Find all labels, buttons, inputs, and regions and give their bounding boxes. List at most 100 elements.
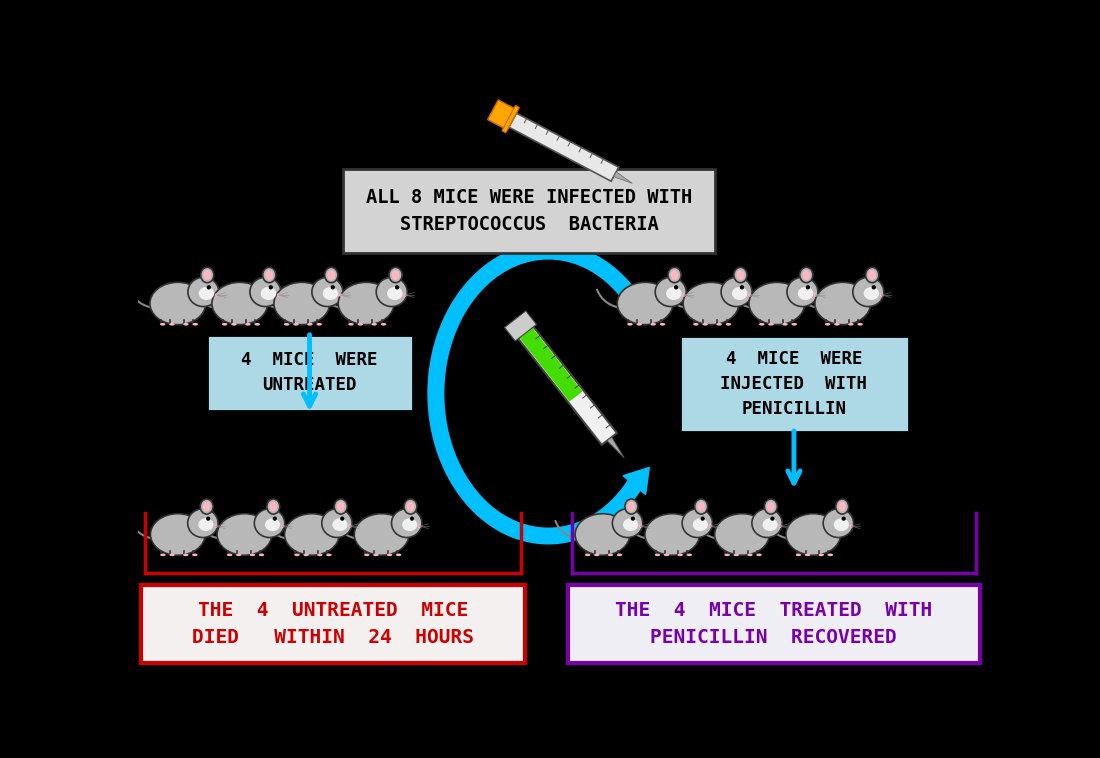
Ellipse shape bbox=[703, 323, 708, 326]
Ellipse shape bbox=[267, 499, 279, 514]
Ellipse shape bbox=[803, 270, 811, 280]
Circle shape bbox=[682, 293, 685, 296]
Ellipse shape bbox=[389, 268, 403, 283]
Ellipse shape bbox=[805, 553, 811, 556]
Polygon shape bbox=[487, 100, 518, 130]
Ellipse shape bbox=[183, 553, 188, 556]
Ellipse shape bbox=[192, 553, 198, 556]
Ellipse shape bbox=[254, 323, 260, 326]
Circle shape bbox=[273, 516, 277, 521]
Ellipse shape bbox=[650, 323, 656, 326]
Polygon shape bbox=[623, 468, 649, 494]
Polygon shape bbox=[509, 113, 618, 181]
Ellipse shape bbox=[392, 270, 399, 280]
Ellipse shape bbox=[254, 509, 285, 537]
Polygon shape bbox=[607, 437, 625, 458]
Ellipse shape bbox=[834, 323, 839, 326]
Ellipse shape bbox=[617, 282, 673, 324]
Ellipse shape bbox=[716, 323, 722, 326]
Ellipse shape bbox=[349, 323, 354, 326]
Ellipse shape bbox=[270, 502, 277, 512]
Ellipse shape bbox=[376, 277, 407, 306]
Ellipse shape bbox=[868, 270, 876, 280]
Text: 4  MICE  WERE
UNTREATED: 4 MICE WERE UNTREATED bbox=[241, 351, 377, 394]
Circle shape bbox=[214, 525, 218, 528]
Ellipse shape bbox=[623, 518, 638, 531]
Circle shape bbox=[206, 516, 210, 521]
Ellipse shape bbox=[628, 502, 635, 512]
Ellipse shape bbox=[354, 514, 409, 555]
Ellipse shape bbox=[387, 287, 403, 300]
Ellipse shape bbox=[585, 553, 591, 556]
Ellipse shape bbox=[608, 553, 613, 556]
Ellipse shape bbox=[656, 277, 686, 306]
Polygon shape bbox=[505, 311, 537, 341]
Ellipse shape bbox=[200, 268, 213, 283]
Ellipse shape bbox=[749, 282, 805, 324]
Circle shape bbox=[395, 285, 399, 290]
Ellipse shape bbox=[227, 553, 232, 556]
Ellipse shape bbox=[795, 553, 801, 556]
Ellipse shape bbox=[866, 268, 879, 283]
Ellipse shape bbox=[258, 553, 264, 556]
Ellipse shape bbox=[697, 502, 705, 512]
Ellipse shape bbox=[767, 502, 774, 512]
Polygon shape bbox=[614, 172, 632, 183]
Ellipse shape bbox=[304, 553, 309, 556]
Ellipse shape bbox=[726, 323, 732, 326]
Ellipse shape bbox=[231, 323, 236, 326]
Ellipse shape bbox=[786, 514, 840, 555]
Ellipse shape bbox=[732, 287, 747, 300]
Ellipse shape bbox=[762, 518, 778, 531]
FancyBboxPatch shape bbox=[142, 584, 525, 663]
Ellipse shape bbox=[261, 287, 276, 300]
Ellipse shape bbox=[836, 499, 848, 514]
Circle shape bbox=[805, 285, 810, 290]
Ellipse shape bbox=[161, 553, 166, 556]
Ellipse shape bbox=[695, 499, 707, 514]
Circle shape bbox=[842, 516, 846, 521]
Ellipse shape bbox=[725, 553, 729, 556]
Ellipse shape bbox=[834, 518, 849, 531]
Ellipse shape bbox=[364, 553, 370, 556]
Ellipse shape bbox=[407, 502, 415, 512]
Ellipse shape bbox=[373, 553, 378, 556]
Ellipse shape bbox=[169, 553, 175, 556]
Ellipse shape bbox=[265, 518, 280, 531]
Ellipse shape bbox=[613, 509, 642, 537]
Ellipse shape bbox=[245, 323, 251, 326]
Ellipse shape bbox=[392, 509, 422, 537]
Ellipse shape bbox=[594, 553, 600, 556]
Circle shape bbox=[207, 285, 211, 290]
Ellipse shape bbox=[334, 499, 348, 514]
Circle shape bbox=[740, 285, 745, 290]
Ellipse shape bbox=[387, 553, 393, 556]
Ellipse shape bbox=[668, 268, 681, 283]
Ellipse shape bbox=[682, 509, 713, 537]
Ellipse shape bbox=[752, 509, 782, 537]
Ellipse shape bbox=[307, 323, 312, 326]
Ellipse shape bbox=[825, 323, 830, 326]
Circle shape bbox=[339, 293, 342, 296]
Ellipse shape bbox=[782, 323, 788, 326]
Ellipse shape bbox=[295, 553, 299, 556]
Ellipse shape bbox=[199, 287, 214, 300]
Circle shape bbox=[349, 525, 352, 528]
Ellipse shape bbox=[332, 518, 348, 531]
Ellipse shape bbox=[274, 282, 330, 324]
Ellipse shape bbox=[637, 323, 642, 326]
Ellipse shape bbox=[645, 514, 700, 555]
Ellipse shape bbox=[151, 514, 205, 555]
Ellipse shape bbox=[627, 323, 632, 326]
Ellipse shape bbox=[212, 282, 267, 324]
Circle shape bbox=[331, 285, 335, 290]
Ellipse shape bbox=[184, 323, 189, 326]
Circle shape bbox=[277, 293, 280, 296]
Ellipse shape bbox=[660, 323, 666, 326]
Ellipse shape bbox=[678, 553, 683, 556]
Ellipse shape bbox=[381, 323, 386, 326]
Ellipse shape bbox=[798, 287, 813, 300]
Ellipse shape bbox=[150, 282, 206, 324]
FancyBboxPatch shape bbox=[207, 335, 412, 411]
Ellipse shape bbox=[666, 287, 682, 300]
